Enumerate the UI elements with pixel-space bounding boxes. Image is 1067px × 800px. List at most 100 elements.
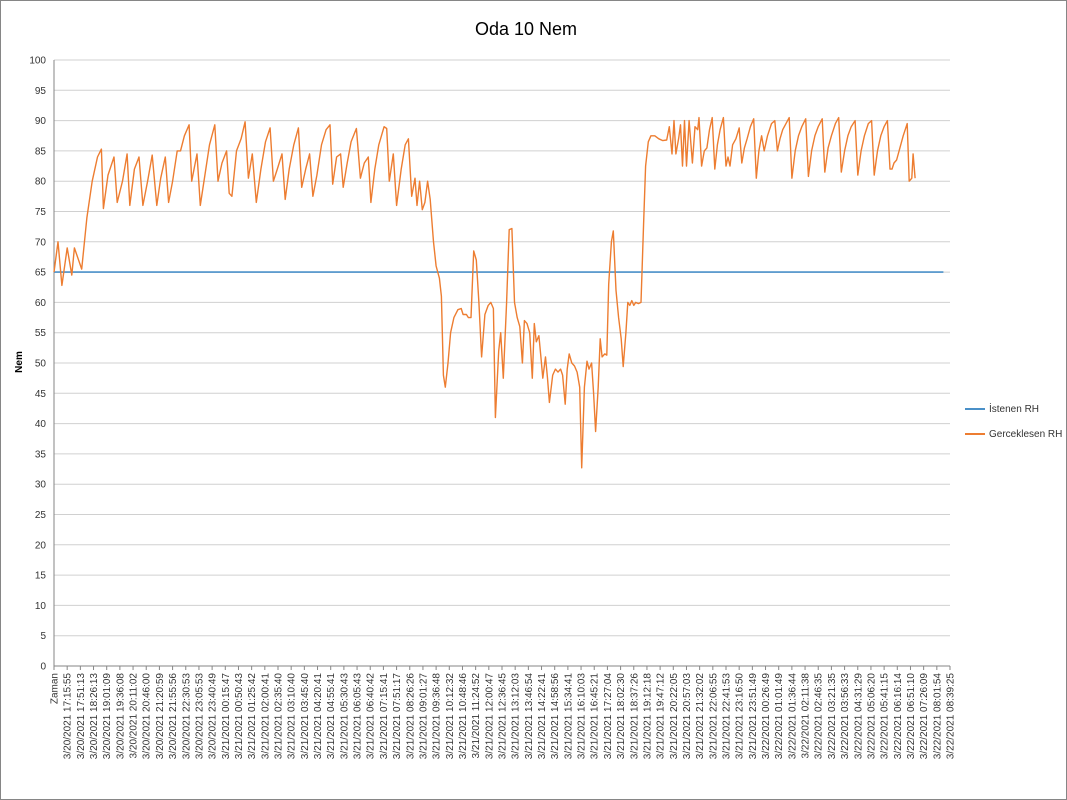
x-tick-label: 3/21/2021 00:50:43 [234, 673, 245, 760]
x-tick-label: 3/21/2021 18:02:30 [616, 673, 627, 760]
x-tick-label: 3/21/2021 10:12:32 [445, 673, 456, 760]
x-tick-label: 3/20/2021 17:15:55 [63, 673, 74, 760]
x-tick-label: 3/21/2021 12:00:47 [484, 673, 495, 760]
x-tick-label: 3/21/2021 06:40:42 [366, 673, 377, 760]
x-tick-label: 3/21/2021 00:15:47 [221, 673, 232, 760]
x-tick-label: 3/20/2021 19:01:09 [102, 673, 113, 760]
x-tick-label: 3/21/2021 22:41:53 [722, 673, 733, 760]
y-tick-label: 95 [35, 86, 47, 97]
x-tick-label: 3/21/2021 20:57:03 [682, 673, 693, 760]
x-tick-label: 3/21/2021 14:22:41 [537, 673, 548, 760]
y-tick-labels: 0 5 10 15 20 25 30 35 40 45 50 55 60 65 70 75 80 85 90 95 10… [29, 56, 46, 673]
x-tick-label: 3/20/2021 20:11:02 [129, 673, 140, 759]
y-tick-label: 50 [35, 359, 47, 370]
x-tick-label: 3/21/2021 14:58:56 [550, 673, 561, 760]
y-tick-label: 10 [35, 601, 47, 612]
chart-title: Oda 10 Nem [475, 19, 577, 39]
y-tick-label: 65 [35, 268, 47, 279]
x-tick-label: 3/22/2021 03:56:33 [840, 673, 851, 760]
series-lines [53, 116, 944, 469]
x-tick-label: 3/22/2021 01:36:44 [787, 673, 798, 760]
x-tick-label: 3/21/2021 18:37:26 [629, 673, 640, 760]
x-tick-label: 3/21/2021 08:26:26 [405, 673, 416, 760]
x-tick-label: 3/22/2021 00:26:49 [761, 673, 772, 760]
y-tick-label: 5 [40, 631, 46, 642]
x-tick-label: 3/22/2021 01:01:49 [774, 673, 785, 760]
x-tick-label: 3/20/2021 19:36:08 [115, 673, 126, 760]
x-tick-label: 3/22/2021 02:11:38 [801, 673, 812, 759]
y-tick-label: 40 [35, 419, 47, 430]
x-tick-label: 3/22/2021 08:39:25 [946, 673, 957, 760]
series-line-1 [53, 116, 916, 469]
x-tick-label: 3/21/2021 22:06:55 [708, 673, 719, 760]
x-tick-label: 3/21/2021 19:12:18 [642, 673, 653, 760]
x-tick-label: 3/21/2021 02:00:41 [260, 673, 271, 760]
x-tick-label: 3/21/2021 04:55:41 [326, 673, 337, 760]
x-tick-label: 3/22/2021 06:16:14 [893, 673, 904, 760]
x-tick-labels: Zaman 3/20/2021 17:15:55 3/20/2021 17:51:1… [50, 666, 957, 759]
y-tick-label: 75 [35, 207, 47, 218]
x-tick-label: 3/21/2021 15:34:41 [563, 673, 574, 760]
x-tick-label: 3/21/2021 16:45:21 [590, 673, 601, 760]
x-tick-label: 3/21/2021 13:12:03 [511, 673, 522, 760]
y-tick-label: 25 [35, 510, 47, 521]
y-tick-label: 70 [35, 237, 47, 248]
x-tick-label: 3/21/2021 21:32:02 [695, 673, 706, 760]
x-tick-label: 3/20/2021 20:46:00 [142, 673, 153, 760]
x-tick-label: 3/22/2021 05:41:15 [880, 673, 891, 760]
x-tick-label: 3/20/2021 21:20:59 [155, 673, 166, 760]
x-tick-label: 3/20/2021 21:55:56 [168, 673, 179, 760]
x-tick-label: 3/21/2021 17:27:04 [603, 673, 614, 760]
x-tick-label: 3/21/2021 10:48:46 [458, 673, 469, 760]
x-tick-label: 3/21/2021 12:36:45 [498, 673, 509, 760]
y-tick-label: 80 [35, 177, 47, 188]
x-tick-label: 3/22/2021 04:31:29 [853, 673, 864, 760]
x-tick-label: 3/21/2021 06:05:43 [353, 673, 364, 760]
x-tick-label: 3/21/2021 03:45:40 [300, 673, 311, 760]
x-tick-label: 3/20/2021 23:05:53 [194, 673, 205, 760]
x-tick-label: Zaman [50, 673, 61, 704]
y-tick-label: 35 [35, 449, 47, 460]
y-tick-label: 20 [35, 540, 47, 551]
x-tick-label: 3/21/2021 09:01:27 [418, 673, 429, 760]
x-tick-label: 3/21/2021 07:51:17 [392, 673, 403, 760]
x-tick-label: 3/22/2021 03:21:35 [827, 673, 838, 760]
x-tick-label: 3/21/2021 11:24:52 [471, 673, 482, 759]
x-tick-label: 3/21/2021 23:16:50 [735, 673, 746, 760]
y-tick-label: 45 [35, 389, 47, 400]
x-tick-label: 3/22/2021 05:06:20 [866, 673, 877, 760]
legend-label-gerceklesen: Gerceklesen RH [989, 429, 1062, 440]
x-tick-label: 3/21/2021 07:15:41 [379, 673, 390, 760]
x-tick-label: 3/21/2021 02:35:40 [274, 673, 285, 760]
x-tick-label: 3/20/2021 23:40:49 [208, 673, 219, 760]
y-tick-label: 100 [29, 56, 46, 67]
y-axis-label: Nem [14, 351, 25, 373]
y-tick-label: 15 [35, 571, 47, 582]
x-tick-label: 3/22/2021 02:46:35 [814, 673, 825, 760]
x-tick-label: 3/21/2021 23:51:49 [748, 673, 759, 760]
x-tick-label: 3/22/2021 06:51:10 [906, 673, 917, 760]
y-tick-label: 90 [35, 116, 47, 127]
y-tick-label: 30 [35, 480, 47, 491]
x-tick-label: 3/21/2021 20:22:05 [669, 673, 680, 760]
x-tick-label: 3/20/2021 22:30:53 [181, 673, 192, 760]
legend-label-istenen: İstenen RH [989, 402, 1039, 415]
y-tick-label: 60 [35, 298, 47, 309]
x-tick-label: 3/20/2021 18:26:13 [89, 673, 100, 760]
y-tick-label: 0 [40, 662, 46, 673]
x-tick-label: 3/21/2021 01:25:42 [247, 673, 258, 760]
x-tick-label: 3/20/2021 17:51:13 [76, 673, 87, 760]
x-tick-label: 3/21/2021 09:36:48 [432, 673, 443, 760]
x-tick-label: 3/21/2021 13:46:54 [524, 673, 535, 760]
x-tick-label: 3/21/2021 04:20:41 [313, 673, 324, 760]
x-tick-label: 3/21/2021 05:30:43 [339, 673, 350, 760]
x-tick-label: 3/21/2021 16:10:03 [577, 673, 588, 760]
x-tick-label: 3/21/2021 19:47:12 [656, 673, 667, 760]
legend: İstenen RH Gerceklesen RH [965, 402, 1062, 440]
y-tick-label: 55 [35, 328, 47, 339]
x-tick-label: 3/22/2021 08:01:54 [932, 673, 943, 760]
x-tick-label: 3/21/2021 03:10:40 [287, 673, 298, 760]
x-tick-label: 3/22/2021 07:26:09 [919, 673, 930, 760]
